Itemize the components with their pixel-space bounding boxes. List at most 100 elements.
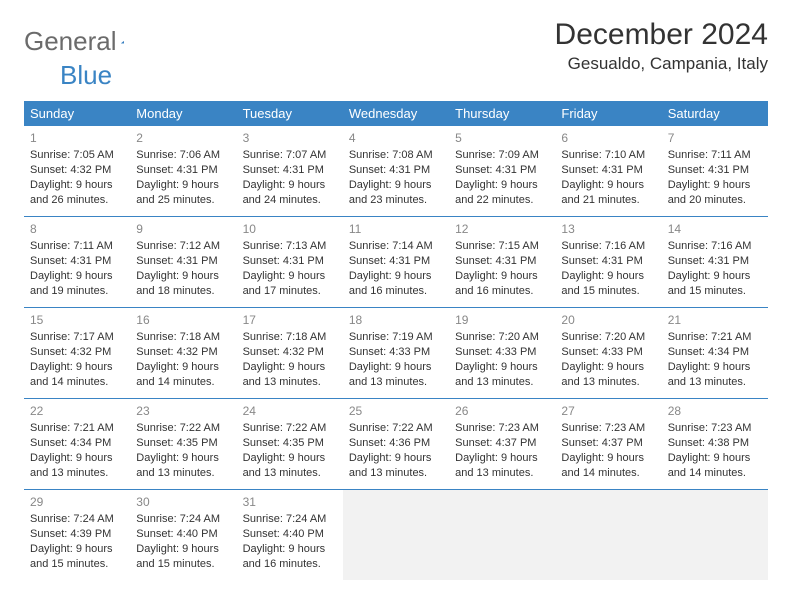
day-number: 9 xyxy=(136,221,230,237)
day-info-line: Sunset: 4:40 PM xyxy=(136,527,230,542)
calendar-day-cell: 20Sunrise: 7:20 AMSunset: 4:33 PMDayligh… xyxy=(555,308,661,399)
day-info-line: and 24 minutes. xyxy=(243,193,337,208)
day-info-line: and 15 minutes. xyxy=(136,557,230,572)
calendar-day-cell: 14Sunrise: 7:16 AMSunset: 4:31 PMDayligh… xyxy=(662,217,768,308)
day-info-line: Sunrise: 7:11 AM xyxy=(30,239,124,254)
day-info-line: Sunrise: 7:22 AM xyxy=(243,421,337,436)
calendar-day-cell xyxy=(555,490,661,581)
day-number: 24 xyxy=(243,403,337,419)
day-number: 4 xyxy=(349,130,443,146)
day-number: 14 xyxy=(668,221,762,237)
day-number: 6 xyxy=(561,130,655,146)
day-info-line: and 22 minutes. xyxy=(455,193,549,208)
day-info-line: Sunrise: 7:20 AM xyxy=(561,330,655,345)
day-info-line: Sunset: 4:31 PM xyxy=(349,254,443,269)
day-info-line: and 14 minutes. xyxy=(561,466,655,481)
day-info-line: and 13 minutes. xyxy=(349,375,443,390)
day-info-line: Daylight: 9 hours xyxy=(668,178,762,193)
day-info-line: Sunrise: 7:10 AM xyxy=(561,148,655,163)
calendar-day-cell: 29Sunrise: 7:24 AMSunset: 4:39 PMDayligh… xyxy=(24,490,130,581)
logo: General xyxy=(24,18,143,57)
weekday-header: Saturday xyxy=(662,101,768,126)
day-info-line: and 23 minutes. xyxy=(349,193,443,208)
day-info-line: Sunrise: 7:16 AM xyxy=(561,239,655,254)
calendar-week-row: 29Sunrise: 7:24 AMSunset: 4:39 PMDayligh… xyxy=(24,490,768,581)
day-info-line: Sunset: 4:37 PM xyxy=(561,436,655,451)
day-number: 17 xyxy=(243,312,337,328)
day-info-line: Daylight: 9 hours xyxy=(30,178,124,193)
day-info-line: Sunset: 4:31 PM xyxy=(668,163,762,178)
day-info-line: and 13 minutes. xyxy=(349,466,443,481)
day-info-line: Sunset: 4:31 PM xyxy=(136,163,230,178)
day-info-line: Sunrise: 7:20 AM xyxy=(455,330,549,345)
weekday-header: Thursday xyxy=(449,101,555,126)
logo-triangle-icon xyxy=(121,33,124,51)
day-info-line: and 13 minutes. xyxy=(455,466,549,481)
day-info-line: and 13 minutes. xyxy=(561,375,655,390)
day-number: 2 xyxy=(136,130,230,146)
day-number: 5 xyxy=(455,130,549,146)
calendar-week-row: 1Sunrise: 7:05 AMSunset: 4:32 PMDaylight… xyxy=(24,126,768,217)
weekday-header-row: Sunday Monday Tuesday Wednesday Thursday… xyxy=(24,101,768,126)
day-info-line: Daylight: 9 hours xyxy=(243,542,337,557)
calendar-day-cell: 2Sunrise: 7:06 AMSunset: 4:31 PMDaylight… xyxy=(130,126,236,217)
weekday-header: Sunday xyxy=(24,101,130,126)
location: Gesualdo, Campania, Italy xyxy=(555,54,768,74)
weekday-header: Monday xyxy=(130,101,236,126)
day-info-line: Sunset: 4:31 PM xyxy=(243,163,337,178)
day-info-line: Sunrise: 7:13 AM xyxy=(243,239,337,254)
calendar-day-cell: 15Sunrise: 7:17 AMSunset: 4:32 PMDayligh… xyxy=(24,308,130,399)
day-info-line: Sunset: 4:35 PM xyxy=(243,436,337,451)
day-info-line: Daylight: 9 hours xyxy=(668,269,762,284)
calendar-day-cell: 27Sunrise: 7:23 AMSunset: 4:37 PMDayligh… xyxy=(555,399,661,490)
weekday-header: Wednesday xyxy=(343,101,449,126)
calendar-day-cell xyxy=(662,490,768,581)
calendar-table: Sunday Monday Tuesday Wednesday Thursday… xyxy=(24,101,768,580)
day-info-line: Sunrise: 7:17 AM xyxy=(30,330,124,345)
day-info-line: and 13 minutes. xyxy=(455,375,549,390)
day-info-line: Sunset: 4:39 PM xyxy=(30,527,124,542)
day-info-line: Daylight: 9 hours xyxy=(668,360,762,375)
day-number: 20 xyxy=(561,312,655,328)
calendar-day-cell: 26Sunrise: 7:23 AMSunset: 4:37 PMDayligh… xyxy=(449,399,555,490)
day-number: 23 xyxy=(136,403,230,419)
calendar-week-row: 8Sunrise: 7:11 AMSunset: 4:31 PMDaylight… xyxy=(24,217,768,308)
day-info-line: Daylight: 9 hours xyxy=(561,269,655,284)
day-number: 10 xyxy=(243,221,337,237)
day-info-line: Sunrise: 7:23 AM xyxy=(455,421,549,436)
weekday-header: Tuesday xyxy=(237,101,343,126)
day-number: 25 xyxy=(349,403,443,419)
day-info-line: Daylight: 9 hours xyxy=(30,360,124,375)
day-info-line: and 14 minutes. xyxy=(136,375,230,390)
logo-text-general: General xyxy=(24,26,117,57)
day-number: 11 xyxy=(349,221,443,237)
day-info-line: and 13 minutes. xyxy=(136,466,230,481)
day-number: 26 xyxy=(455,403,549,419)
calendar-day-cell: 25Sunrise: 7:22 AMSunset: 4:36 PMDayligh… xyxy=(343,399,449,490)
day-info-line: and 16 minutes. xyxy=(243,557,337,572)
day-info-line: Sunrise: 7:24 AM xyxy=(243,512,337,527)
calendar-day-cell: 6Sunrise: 7:10 AMSunset: 4:31 PMDaylight… xyxy=(555,126,661,217)
day-info-line: Daylight: 9 hours xyxy=(455,178,549,193)
day-info-line: Sunset: 4:33 PM xyxy=(455,345,549,360)
day-info-line: Sunrise: 7:23 AM xyxy=(668,421,762,436)
calendar-day-cell: 7Sunrise: 7:11 AMSunset: 4:31 PMDaylight… xyxy=(662,126,768,217)
day-info-line: Sunrise: 7:15 AM xyxy=(455,239,549,254)
day-info-line: Sunrise: 7:21 AM xyxy=(30,421,124,436)
day-info-line: Daylight: 9 hours xyxy=(30,269,124,284)
day-info-line: and 25 minutes. xyxy=(136,193,230,208)
day-info-line: Sunset: 4:31 PM xyxy=(561,254,655,269)
day-number: 28 xyxy=(668,403,762,419)
day-info-line: Sunrise: 7:22 AM xyxy=(349,421,443,436)
day-info-line: Sunset: 4:32 PM xyxy=(136,345,230,360)
day-number: 27 xyxy=(561,403,655,419)
day-info-line: and 15 minutes. xyxy=(30,557,124,572)
day-info-line: Daylight: 9 hours xyxy=(136,451,230,466)
day-info-line: Sunset: 4:32 PM xyxy=(30,345,124,360)
day-info-line: Daylight: 9 hours xyxy=(136,178,230,193)
day-info-line: Sunrise: 7:19 AM xyxy=(349,330,443,345)
day-info-line: Sunset: 4:37 PM xyxy=(455,436,549,451)
day-info-line: Sunrise: 7:21 AM xyxy=(668,330,762,345)
day-info-line: Sunset: 4:31 PM xyxy=(668,254,762,269)
day-info-line: Daylight: 9 hours xyxy=(561,451,655,466)
